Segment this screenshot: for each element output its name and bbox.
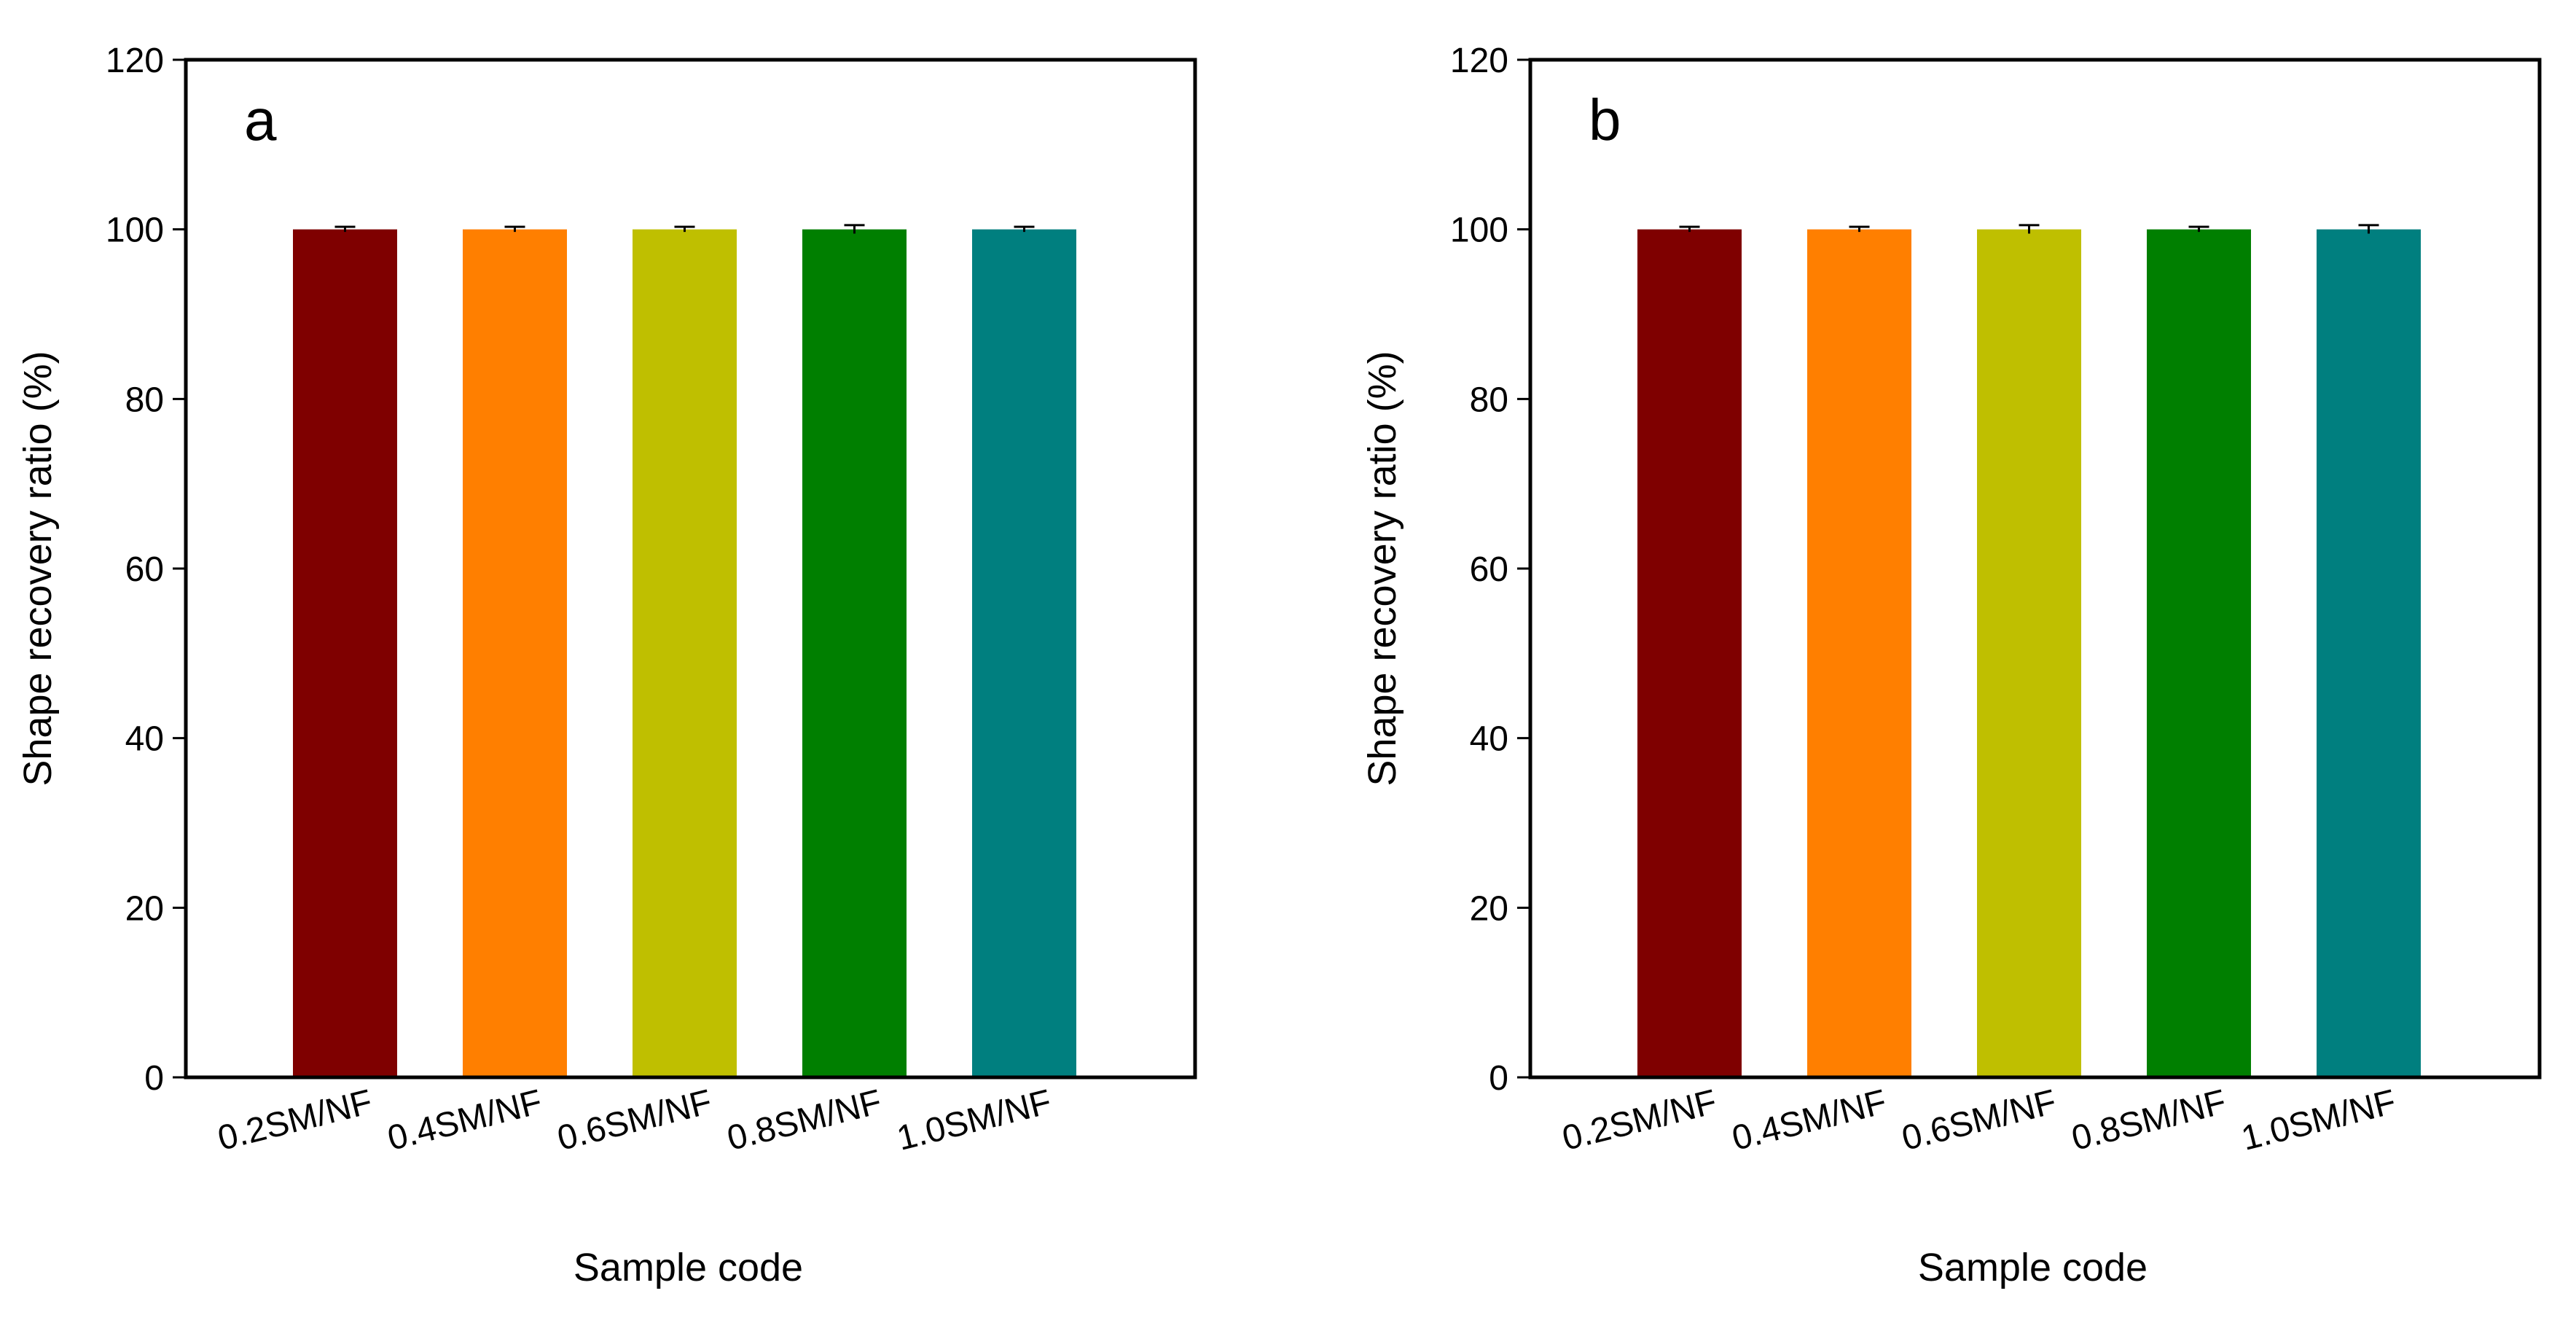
- y-tick-label-0: 0: [144, 1059, 164, 1098]
- error-bar-4: [844, 224, 865, 234]
- y-axis-title: Shape recovery ratio (%): [16, 351, 60, 786]
- chart-panel-b: 0.2SM/NF 0.4SM/NF 0.6SM/NF 0.8SM/NF 1.0SM/NF…: [1361, 42, 2542, 1289]
- y-axis-title: Shape recovery ratio (%): [1361, 351, 1404, 786]
- x-tick-label-3: 0.6SM/NF: [554, 1082, 716, 1158]
- x-axis-title: Sample code: [573, 1246, 803, 1289]
- error-bar-3: [2019, 224, 2040, 234]
- error-bar-2: [504, 225, 525, 233]
- x-axis-title: Sample code: [1918, 1246, 2148, 1289]
- x-tick-label-2: 0.4SM/NF: [1729, 1082, 1890, 1158]
- y-tick-label-100: 100: [106, 211, 164, 250]
- bar-5: [2317, 229, 2421, 1078]
- x-tick-label-1: 0.2SM/NF: [214, 1082, 376, 1158]
- x-tick-label-4: 0.8SM/NF: [2068, 1082, 2230, 1158]
- panel-label: b: [1589, 87, 1621, 152]
- error-bar-5: [1014, 225, 1035, 233]
- y-tick-label-80: 80: [125, 380, 164, 419]
- error-bar-1: [1679, 225, 1700, 233]
- y-tick-label-40: 40: [125, 720, 164, 759]
- plot-frame: [1528, 58, 2542, 1080]
- panel-label: a: [244, 87, 277, 152]
- bar-3: [1977, 229, 2081, 1078]
- y-tick-label-20: 20: [1470, 889, 1508, 928]
- y-tick-label-0: 0: [1489, 1059, 1508, 1098]
- y-tick-label-40: 40: [1470, 720, 1508, 759]
- error-bar-5: [2358, 224, 2379, 234]
- bar-3: [633, 229, 737, 1078]
- bar-2: [463, 229, 567, 1078]
- x-tick-label-2: 0.4SM/NF: [384, 1082, 546, 1158]
- bar-2: [1807, 229, 1911, 1078]
- y-tick-label-60: 60: [1470, 550, 1508, 589]
- bar-4: [2147, 229, 2251, 1078]
- x-tick-label-5: 1.0SM/NF: [2238, 1082, 2400, 1158]
- y-tick-label-120: 120: [1450, 42, 1508, 80]
- bar-4: [802, 229, 907, 1078]
- error-bar-1: [334, 225, 356, 233]
- error-bar-2: [1849, 225, 1870, 233]
- x-tick-label-5: 1.0SM/NF: [893, 1082, 1055, 1158]
- y-tick-label-120: 120: [106, 42, 164, 80]
- y-tick-label-80: 80: [1470, 380, 1508, 419]
- x-tick-label-4: 0.8SM/NF: [724, 1082, 885, 1158]
- error-bar-4: [2188, 225, 2209, 233]
- bar-1: [293, 229, 397, 1078]
- x-tick-label-1: 0.2SM/NF: [1559, 1082, 1720, 1158]
- plot-frame: [184, 58, 1197, 1080]
- y-tick-label-60: 60: [125, 550, 164, 589]
- x-tick-label-3: 0.6SM/NF: [1898, 1082, 2060, 1158]
- chart-panel-a: 0.2SM/NF 0.4SM/NF 0.6SM/NF 0.8SM/NF 1.0SM/NF…: [16, 42, 1197, 1289]
- y-tick-label-100: 100: [1450, 211, 1508, 250]
- error-bar-3: [674, 225, 695, 233]
- bar-1: [1637, 229, 1742, 1078]
- bar-5: [972, 229, 1076, 1078]
- y-tick-label-20: 20: [125, 889, 164, 928]
